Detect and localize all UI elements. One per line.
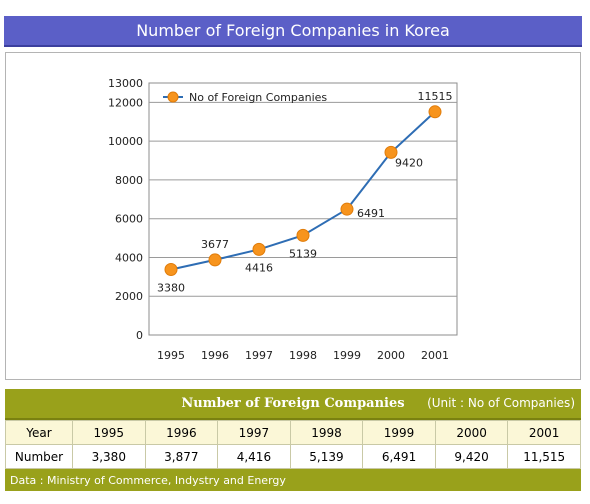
table-unit: (Unit : No of Companies) xyxy=(427,396,575,410)
y-tick-label: 0 xyxy=(136,329,143,342)
data-label: 11515 xyxy=(418,90,453,103)
table-cell-year: 2000 xyxy=(434,420,509,445)
x-tick-label: 2001 xyxy=(421,349,449,362)
y-tick-label: 8000 xyxy=(115,174,143,187)
data-point xyxy=(252,242,266,256)
table-header-bar: Number of Foreign Companies (Unit : No o… xyxy=(5,389,581,420)
x-tick-label: 1995 xyxy=(157,349,185,362)
data-label: 3380 xyxy=(157,281,185,294)
data-table-section: Number of Foreign Companies (Unit : No o… xyxy=(5,389,581,491)
legend-marker xyxy=(167,91,179,103)
data-label: 4416 xyxy=(245,261,273,274)
data-point xyxy=(428,105,442,119)
page-title: Number of Foreign Companies in Korea xyxy=(136,21,450,40)
x-tick-label: 1999 xyxy=(333,349,361,362)
data-point xyxy=(384,145,398,159)
table-cell-year: 1996 xyxy=(144,420,219,445)
table-cell-year: 1999 xyxy=(362,420,436,445)
table-cell-number: 11,515 xyxy=(507,444,581,469)
data-point xyxy=(164,262,178,276)
table-cell-number: 5,139 xyxy=(289,444,364,469)
table-cell-year: 1998 xyxy=(289,420,364,445)
data-label: 9420 xyxy=(395,156,423,169)
legend-label: No of Foreign Companies xyxy=(189,91,327,104)
table-cell-number: 9,420 xyxy=(434,444,509,469)
y-tick-label: 12000 xyxy=(108,96,143,109)
page-title-bar: Number of Foreign Companies in Korea xyxy=(4,16,582,47)
table-cell-number: 4,416 xyxy=(217,444,291,469)
plot-area xyxy=(148,82,458,336)
data-table: Year 1995 1996 1997 1998 1999 2000 2001 … xyxy=(5,420,581,469)
x-tick-label: 2000 xyxy=(377,349,405,362)
table-row-number: Number 3,380 3,877 4,416 5,139 6,491 9,4… xyxy=(5,444,581,469)
y-tick-label: 6000 xyxy=(115,213,143,226)
data-label: 6491 xyxy=(357,207,385,220)
data-source: Data : Ministry of Commerce, Indystry an… xyxy=(5,469,581,491)
chart-panel: 0 2000 4000 6000 8000 10000 12000 13000 1995 1996… xyxy=(5,52,581,380)
table-title: Number of Foreign Companies xyxy=(181,396,405,411)
table-cell-number: 3,380 xyxy=(72,444,146,469)
data-point xyxy=(208,253,222,267)
data-label: 3677 xyxy=(201,238,229,251)
line-chart: 0 2000 4000 6000 8000 10000 12000 13000 1995 1996… xyxy=(108,77,458,362)
x-tick-label: 1996 xyxy=(201,349,229,362)
table-cell-year: 2001 xyxy=(507,420,581,445)
data-point xyxy=(296,228,310,242)
data-point xyxy=(340,202,354,216)
x-tick-label: 1997 xyxy=(245,349,273,362)
y-tick-label: 2000 xyxy=(115,290,143,303)
table-cell-year: 1997 xyxy=(217,420,291,445)
data-label: 5139 xyxy=(289,247,317,260)
table-row-year: Year 1995 1996 1997 1998 1999 2000 2001 xyxy=(5,420,581,445)
row-header-year: Year xyxy=(5,420,73,445)
table-cell-number: 6,491 xyxy=(362,444,436,469)
y-tick-label: 10000 xyxy=(108,135,143,148)
y-tick-label: 4000 xyxy=(115,251,143,264)
row-header-number: Number xyxy=(5,444,73,469)
table-cell-year: 1995 xyxy=(72,420,146,445)
table-cell-number: 3,877 xyxy=(144,444,219,469)
y-tick-label: 13000 xyxy=(108,77,143,90)
x-tick-label: 1998 xyxy=(289,349,317,362)
